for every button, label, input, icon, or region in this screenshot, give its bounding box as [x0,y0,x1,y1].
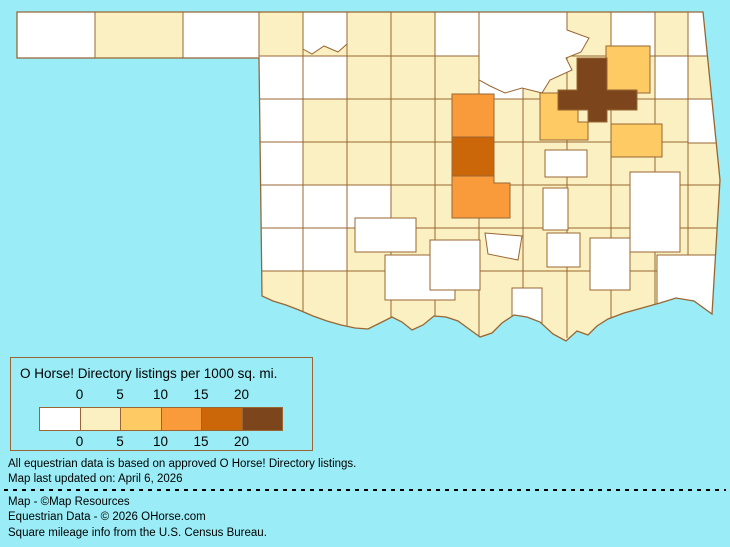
county-northeast-gold-1 [605,45,651,94]
credit-map: Map - ©Map Resources [8,496,130,508]
legend-tick-label: 10 [152,434,169,449]
credit-equestrian-data: Equestrian Data - © 2026 OHorse.com [8,511,206,523]
county-southeast-corner [656,254,720,341]
footnote-last-updated: Map last updated on: April 6, 2026 [8,473,183,485]
county-central-dark-orange [451,136,495,177]
county-south-johnston-area [546,232,581,268]
county-west-1 [258,55,304,100]
legend-tick-label: 20 [233,387,250,402]
legend-swatch-b3 [160,407,202,431]
county-south-murray-area [429,239,481,291]
legend-tick-label: 5 [116,387,124,402]
dashed-divider [4,489,726,491]
legend-tick-label: 15 [193,434,209,449]
legend-ticks-bottom: 0 5 10 15 20 [39,434,282,450]
county-east-latimer-area [629,171,681,253]
legend-tick-label: 20 [233,434,250,449]
footnote-data-source: All equestrian data is based on approved… [8,458,357,470]
county-panhandle-west [17,12,96,59]
oklahoma-choropleth-map [16,11,721,342]
county-osage-area [478,12,590,94]
legend-swatch-b2 [120,407,162,431]
legend-swatch-b5 [241,407,283,431]
county-south-atoka-area [589,237,631,291]
county-central-wedge [484,232,523,261]
county-north-5 [434,12,480,57]
legend-tick-label: 10 [152,387,169,402]
county-central-2 [542,187,569,231]
legend-title: O Horse! Directory listings per 1000 sq.… [20,366,278,381]
county-southwest-5 [302,227,348,272]
county-northeast-2 [654,55,689,100]
legend-color-scale [39,407,283,431]
credit-square-mileage: Square mileage info from the U.S. Census… [8,527,267,539]
county-east-1 [687,98,720,144]
county-west-4 [258,141,304,186]
legend-swatch-b4 [201,407,243,431]
legend-tick-label: 5 [116,434,124,449]
county-central-1 [544,149,588,178]
legend-tick-label: 0 [75,387,84,402]
county-north-2 [302,12,348,55]
legend-tick-label: 0 [75,434,84,449]
county-northeast-gold-2 [610,123,663,158]
county-northeast-corner [687,12,718,57]
county-north-central-orange [451,93,495,138]
county-southwest-4 [258,227,304,272]
county-south-love-area [511,287,543,329]
county-southwest-1 [258,184,304,229]
legend-ticks-top: 0 5 10 15 20 [39,387,282,403]
legend-box: O Horse! Directory listings per 1000 sq.… [10,357,313,451]
county-northeast-brown [557,57,638,123]
map-layers [17,12,720,341]
state-border [16,11,721,342]
county-southwest-2 [302,184,348,229]
legend-swatch-b1 [79,407,121,431]
county-west-2 [302,55,348,100]
county-south-comanche-area [354,217,417,253]
county-central-orange [451,175,511,219]
county-west-3 [258,98,304,143]
legend-tick-label: 15 [193,387,209,402]
legend-swatch-b0 [39,407,81,431]
county-panhandle-east [182,12,260,59]
